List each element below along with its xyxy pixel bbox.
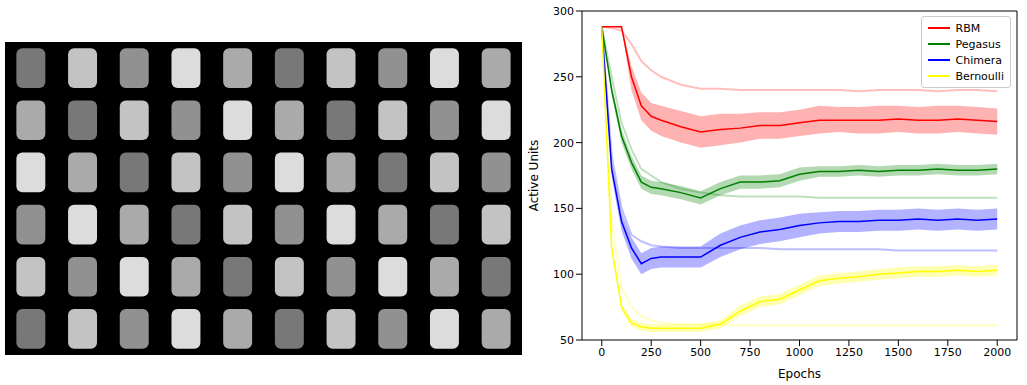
svg-text:0: 0 xyxy=(598,346,605,359)
svg-text:50: 50 xyxy=(560,334,574,347)
svg-text:750: 750 xyxy=(740,346,761,359)
html-text:Bernoulli: Bernoulli xyxy=(955,69,1004,83)
svg-text:250: 250 xyxy=(641,346,662,359)
svg-text:1750: 1750 xyxy=(934,346,962,359)
html-text:Pegasus: Pegasus xyxy=(955,37,1001,51)
svg-text:1250: 1250 xyxy=(835,346,863,359)
svg-text:1000: 1000 xyxy=(786,346,814,359)
html-text:Chimera: Chimera xyxy=(955,53,1002,67)
html-text:RBM: RBM xyxy=(955,21,981,35)
svg-text:200: 200 xyxy=(553,137,574,150)
svg-text:Active Units: Active Units xyxy=(527,140,541,212)
svg-text:2000: 2000 xyxy=(983,346,1011,359)
svg-text:150: 150 xyxy=(553,202,574,215)
svg-text:Epochs: Epochs xyxy=(778,367,821,381)
svg-text:500: 500 xyxy=(690,346,711,359)
svg-text:250: 250 xyxy=(553,71,574,84)
svg-text:1500: 1500 xyxy=(884,346,912,359)
svg-text:100: 100 xyxy=(553,268,574,281)
svg-text:300: 300 xyxy=(553,5,574,18)
